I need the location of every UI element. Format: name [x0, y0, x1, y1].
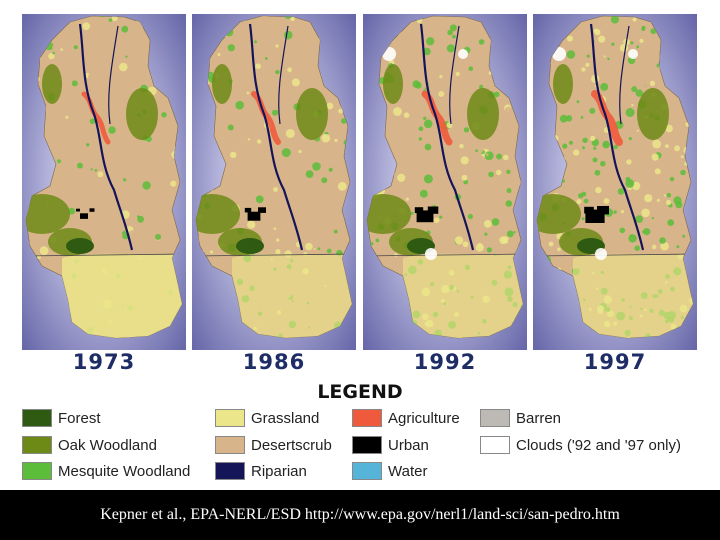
map-1986: [192, 14, 356, 350]
legend-label: Barren: [516, 409, 562, 427]
legend-item-grassland: Grassland: [215, 408, 319, 428]
legend-label: Grassland: [251, 409, 320, 427]
legend-label: Clouds ('92 and '97 only): [516, 436, 681, 454]
citation-text: Kepner et al., EPA-NERL/ESD http://www.e…: [100, 506, 620, 523]
legend-item-mesquite-woodland: Mesquite Woodland: [22, 461, 190, 481]
water-swatch: [352, 462, 382, 480]
legend-title: LEGEND: [317, 381, 403, 403]
grassland-swatch: [215, 409, 245, 427]
map-1973: [22, 14, 186, 350]
barren-swatch: [480, 409, 510, 427]
legend-item-oak-woodland: Oak Woodland: [22, 435, 157, 455]
legend-label: Desertscrub: [251, 436, 332, 454]
forest-swatch: [22, 409, 52, 427]
legend-item-riparian: Riparian: [215, 461, 307, 481]
land-cover-map: [366, 15, 524, 339]
land-cover-map: [195, 15, 353, 339]
legend-item-forest: Forest: [22, 408, 101, 428]
legend-item-urban: Urban: [352, 435, 429, 455]
legend-item-water: Water: [352, 461, 427, 481]
legend-item-agriculture: Agriculture: [352, 408, 460, 428]
land-cover-map: [536, 15, 694, 339]
riparian-swatch: [215, 462, 245, 480]
legend-label: Riparian: [251, 462, 307, 480]
desertscrub-swatch: [215, 436, 245, 454]
legend-item-desertscrub: Desertscrub: [215, 435, 332, 455]
agriculture-swatch: [352, 409, 382, 427]
legend-label: Forest: [58, 409, 101, 427]
legend-label: Urban: [388, 436, 429, 454]
map-1997: [533, 14, 697, 350]
urban-swatch: [352, 436, 382, 454]
legend-item-barren: Barren: [480, 408, 561, 428]
map-year-label: 1986: [242, 350, 306, 374]
citation-footer: Kepner et al., EPA-NERL/ESD http://www.e…: [0, 490, 720, 540]
oak-woodland-swatch: [22, 436, 52, 454]
legend-label: Agriculture: [388, 409, 460, 427]
legend-item-clouds: Clouds ('92 and '97 only): [480, 435, 681, 455]
map-year-label: 1992: [413, 350, 477, 374]
map-1992: [363, 14, 527, 350]
legend-label: Oak Woodland: [58, 436, 157, 454]
map-year-label: 1973: [72, 350, 136, 374]
land-cover-map: [25, 15, 183, 339]
legend-label: Water: [388, 462, 428, 480]
legend-label: Mesquite Woodland: [58, 462, 191, 480]
map-year-label: 1997: [583, 350, 647, 374]
mesquite-woodland-swatch: [22, 462, 52, 480]
clouds-swatch: [480, 436, 510, 454]
